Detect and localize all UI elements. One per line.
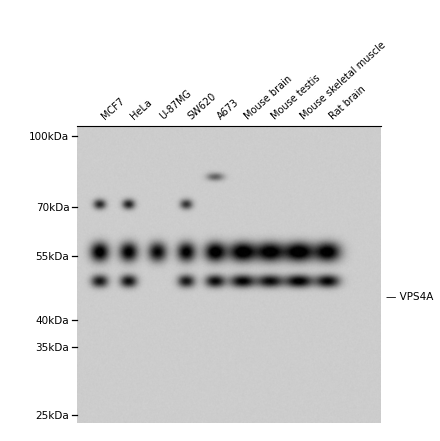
Text: U-87MG: U-87MG [158,88,193,121]
Text: Mouse skeletal muscle: Mouse skeletal muscle [299,40,388,121]
Text: A673: A673 [215,97,241,121]
Text: Mouse brain: Mouse brain [242,74,294,121]
Text: Rat brain: Rat brain [327,84,367,121]
Text: SW620: SW620 [186,91,218,121]
Text: MCF7: MCF7 [100,96,127,121]
Text: — VPS4A: — VPS4A [386,292,433,302]
Text: Mouse testis: Mouse testis [270,73,322,121]
Text: HeLa: HeLa [128,97,154,121]
